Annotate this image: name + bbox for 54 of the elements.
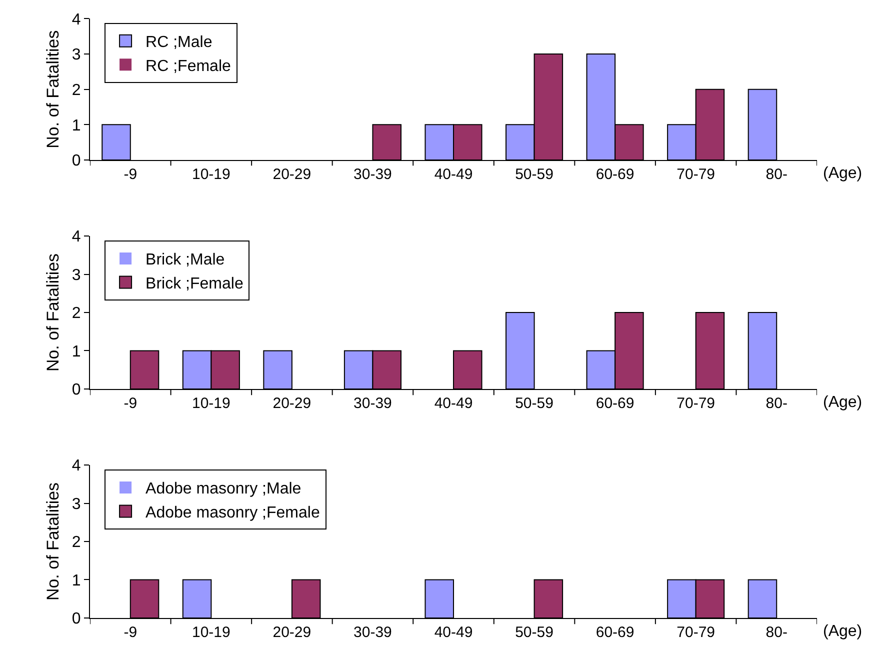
- x-tick-label: 40-49: [434, 394, 473, 412]
- y-tick-label: 4: [72, 458, 81, 475]
- y-tick-label: 4: [72, 11, 81, 28]
- x-axis-title: (Age): [823, 165, 862, 182]
- x-tick-label: 60-69: [596, 394, 634, 412]
- y-tick-label: 0: [72, 610, 81, 628]
- x-tick-label: 10-19: [192, 624, 230, 641]
- x-tick-label: 30-39: [354, 394, 392, 412]
- y-axis-title: No. of Fatalities: [43, 30, 62, 148]
- x-tick-label: 30-39: [354, 166, 392, 183]
- y-tick-label: 1: [72, 572, 81, 590]
- legend-label: RC ;Female: [146, 58, 231, 75]
- y-axis-title: No. of Fatalities: [43, 482, 62, 601]
- x-tick-label: 60-69: [596, 624, 634, 641]
- x-axis-title: (Age): [823, 623, 862, 640]
- x-tick-label: 10-19: [192, 394, 230, 412]
- y-axis-title: No. of Fatalities: [43, 253, 62, 372]
- x-tick-label: 70-79: [676, 394, 716, 412]
- x-tick-label: 50-59: [515, 624, 554, 641]
- x-tick-label: 20-29: [272, 394, 312, 412]
- x-tick-label: 80-: [766, 624, 788, 641]
- legend-label: Adobe masonry ;Male: [146, 480, 302, 498]
- x-tick-label: 80-: [766, 166, 788, 183]
- x-tick-label: 70-79: [676, 166, 716, 183]
- x-axis-title: (Age): [823, 394, 862, 411]
- legend-label: Adobe masonry ;Female: [146, 504, 320, 522]
- x-tick-label: -9: [124, 624, 138, 641]
- y-tick-label: 1: [72, 343, 81, 360]
- x-tick-label: -9: [124, 394, 138, 412]
- y-tick-label: 0: [72, 152, 81, 170]
- legend-label: RC ;Male: [146, 34, 212, 52]
- x-tick-label: 30-39: [354, 624, 392, 641]
- legend-label: Brick ;Female: [146, 276, 244, 293]
- x-tick-label: 80-: [766, 394, 788, 412]
- x-tick-label: 50-59: [515, 394, 554, 412]
- x-tick-label: 40-49: [434, 166, 473, 183]
- x-tick-label: 50-59: [515, 166, 554, 183]
- x-tick-label: 10-19: [192, 166, 230, 183]
- y-tick-label: 2: [72, 305, 81, 322]
- y-tick-label: 0: [72, 382, 81, 399]
- x-tick-label: 20-29: [272, 624, 312, 641]
- x-tick-label: 20-29: [272, 166, 312, 183]
- x-tick-label: 40-49: [434, 624, 473, 641]
- y-tick-label: 2: [72, 534, 81, 552]
- y-tick-label: 2: [72, 82, 81, 99]
- legend-label: Brick ;Male: [146, 252, 225, 269]
- y-tick-label: 3: [72, 46, 81, 64]
- y-tick-label: 4: [72, 228, 81, 246]
- y-tick-label: 3: [72, 266, 81, 284]
- y-tick-label: 3: [72, 496, 81, 513]
- x-tick-label: -9: [124, 166, 138, 183]
- x-tick-label: 60-69: [596, 166, 634, 183]
- y-tick-label: 1: [72, 117, 81, 134]
- x-tick-label: 70-79: [676, 624, 716, 641]
